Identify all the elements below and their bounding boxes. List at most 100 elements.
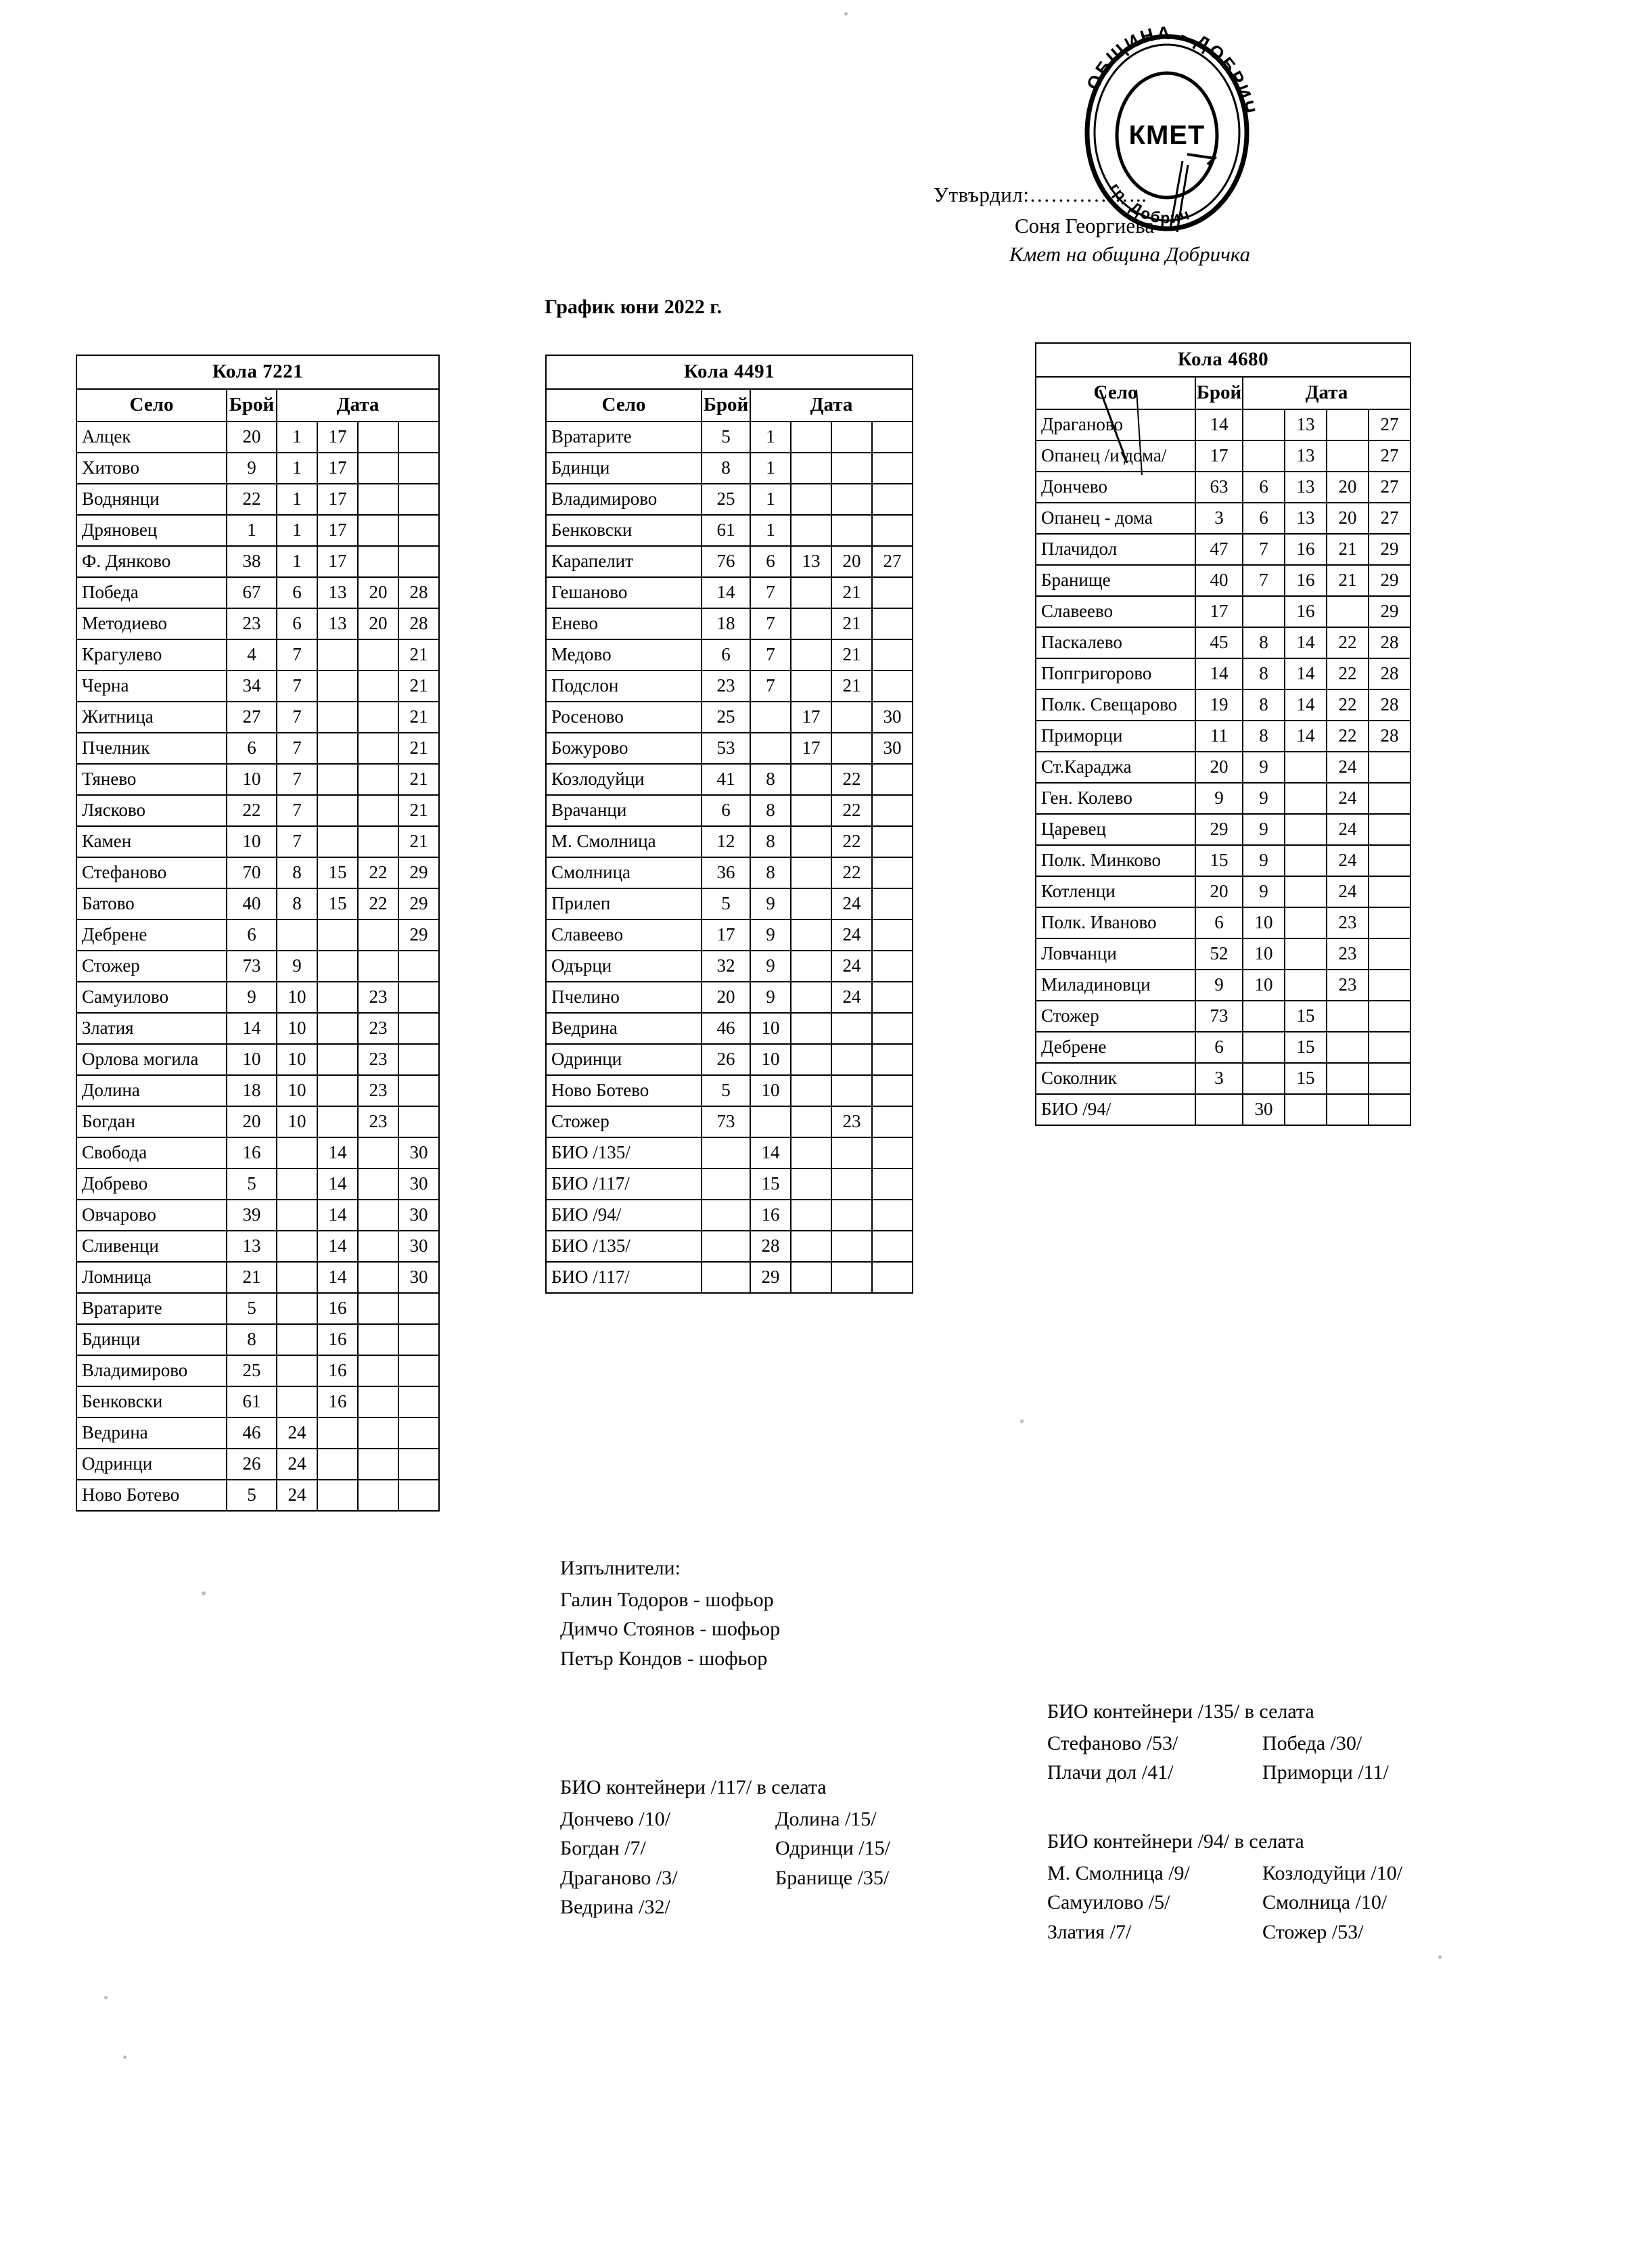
cell-date-4	[398, 421, 440, 453]
cell-count: 5	[226, 1168, 277, 1200]
cell-village: Вратарите	[76, 1292, 227, 1325]
cell-date-4: 28	[1368, 627, 1411, 659]
executor-item: Галин Тодоров - шофьор	[560, 1589, 774, 1612]
cell-village: Царевец	[1035, 813, 1196, 846]
cell-date-2	[790, 763, 832, 796]
cell-count: 73	[1195, 1000, 1243, 1032]
cell-count: 11	[1195, 720, 1243, 752]
cell-village: Дебрене	[1035, 1031, 1196, 1064]
table-row: БИО /135/28	[545, 1230, 913, 1263]
cell-date-4: 29	[398, 888, 440, 920]
cell-date-3	[831, 452, 873, 484]
cell-date-1: 10	[750, 1012, 791, 1045]
cell-village: Медово	[545, 639, 702, 671]
table-row: Овчарово 39 14 30	[76, 1199, 440, 1231]
cell-date-1: 10	[276, 1012, 318, 1045]
cell-village: Ведрина	[76, 1417, 227, 1449]
cell-village: Росеново	[545, 701, 702, 733]
approver-name: Соня Георгиева	[1015, 214, 1155, 237]
cell-date-2: 17	[790, 732, 832, 765]
cell-date-2	[790, 950, 832, 982]
cell-date-3	[831, 1230, 873, 1263]
cell-date-4	[1368, 907, 1411, 939]
cell-date-2: 16	[317, 1355, 359, 1387]
cell-count: 73	[226, 950, 277, 982]
cell-village: Тянево	[76, 763, 227, 796]
cell-date-2	[317, 794, 359, 827]
cell-village: Житница	[76, 701, 227, 733]
cell-date-4: 28	[1368, 658, 1411, 690]
cell-village: Ново Ботево	[545, 1074, 702, 1107]
cell-date-4	[871, 1137, 913, 1169]
cell-village: Сливенци	[76, 1230, 227, 1263]
table-row: Попгригорово 14 8 14 22 28	[1035, 658, 1411, 690]
cell-date-2	[790, 452, 832, 484]
cell-date-3: 22	[831, 857, 873, 889]
cell-date-4	[871, 919, 913, 951]
cell-date-3	[831, 514, 873, 547]
cell-date-2: 14	[1284, 627, 1327, 659]
bio-list-item: Богдан /7/	[560, 1837, 646, 1860]
cell-date-1: 7	[750, 608, 791, 640]
cell-count: 39	[226, 1199, 277, 1231]
cell-date-2	[790, 825, 832, 858]
cell-village: Ново Ботево	[76, 1479, 227, 1512]
cell-village: М. Смолница	[545, 825, 702, 858]
cell-date-3	[357, 1230, 399, 1263]
cell-count: 20	[226, 421, 277, 453]
table-row: Ген. Колево 9 9 24	[1035, 782, 1411, 815]
cell-village: Бенковски	[76, 1386, 227, 1418]
cell-date-3	[357, 1448, 399, 1480]
cell-village: Долина	[76, 1074, 227, 1107]
cell-date-3	[357, 701, 399, 733]
cell-date-1: 10	[276, 1106, 318, 1138]
table-row: Соколник 3 15	[1035, 1062, 1411, 1095]
cell-date-1: 10	[750, 1043, 791, 1076]
cell-date-4: 27	[1368, 502, 1411, 535]
cell-count: 5	[226, 1292, 277, 1325]
table-row: Ведрина 46 10	[545, 1012, 913, 1045]
cell-date-1: 8	[1242, 689, 1285, 721]
cell-date-2	[317, 1106, 359, 1138]
cell-date-2	[317, 639, 359, 671]
table-row: Гешаново 14 7 21	[545, 576, 913, 609]
cell-date-2	[317, 1043, 359, 1076]
bio-list-item: Приморци /11/	[1262, 1761, 1389, 1784]
cell-village: Гешаново	[545, 576, 702, 609]
cell-date-1: 1	[750, 421, 791, 453]
cell-date-4	[398, 545, 440, 578]
cell-count: 41	[701, 763, 751, 796]
cell-village: Богдан	[76, 1106, 227, 1138]
table-row: Енево 18 7 21	[545, 608, 913, 640]
cell-date-1: 8	[750, 857, 791, 889]
cell-date-1	[276, 1386, 318, 1418]
cell-date-2: 13	[1284, 502, 1327, 535]
cell-date-4	[398, 1386, 440, 1418]
cell-village: Одринци	[545, 1043, 702, 1076]
cell-count: 34	[226, 670, 277, 702]
cell-count: 73	[701, 1106, 751, 1138]
table-row: Бранище 40 7 16 21 29	[1035, 564, 1411, 597]
svg-text:КМЕТ: КМЕТ	[1129, 120, 1206, 150]
bio-list-heading: БИО контейнери /117/ в селата	[560, 1776, 827, 1798]
cell-date-1: 14	[750, 1137, 791, 1169]
cell-village: Овчарово	[76, 1199, 227, 1231]
cell-count: 8	[701, 452, 751, 484]
cell-date-3: 23	[357, 981, 399, 1014]
cell-date-3	[1326, 409, 1369, 441]
cell-date-4	[1368, 938, 1411, 970]
cell-date-1: 6	[276, 608, 318, 640]
bio-containers-94-block: БИО контейнери /94/ в селата М. Смолница…	[1047, 1827, 1465, 1947]
cell-date-1: 9	[750, 919, 791, 951]
cell-date-4	[398, 1355, 440, 1387]
table-row: Славеево 17 9 24	[545, 919, 913, 951]
cell-count: 38	[226, 545, 277, 578]
bio-list-item: Долина /15/	[775, 1808, 877, 1831]
cell-village: Дончево	[1035, 471, 1196, 503]
bio-list-heading: БИО контейнери /135/ в селата	[1047, 1700, 1314, 1723]
cell-village: Лясково	[76, 794, 227, 827]
cell-date-1: 7	[750, 639, 791, 671]
page-title: График юни 2022 г.	[545, 296, 722, 318]
cell-date-2	[790, 670, 832, 702]
table-row: Ново Ботево 5 10	[545, 1074, 913, 1107]
